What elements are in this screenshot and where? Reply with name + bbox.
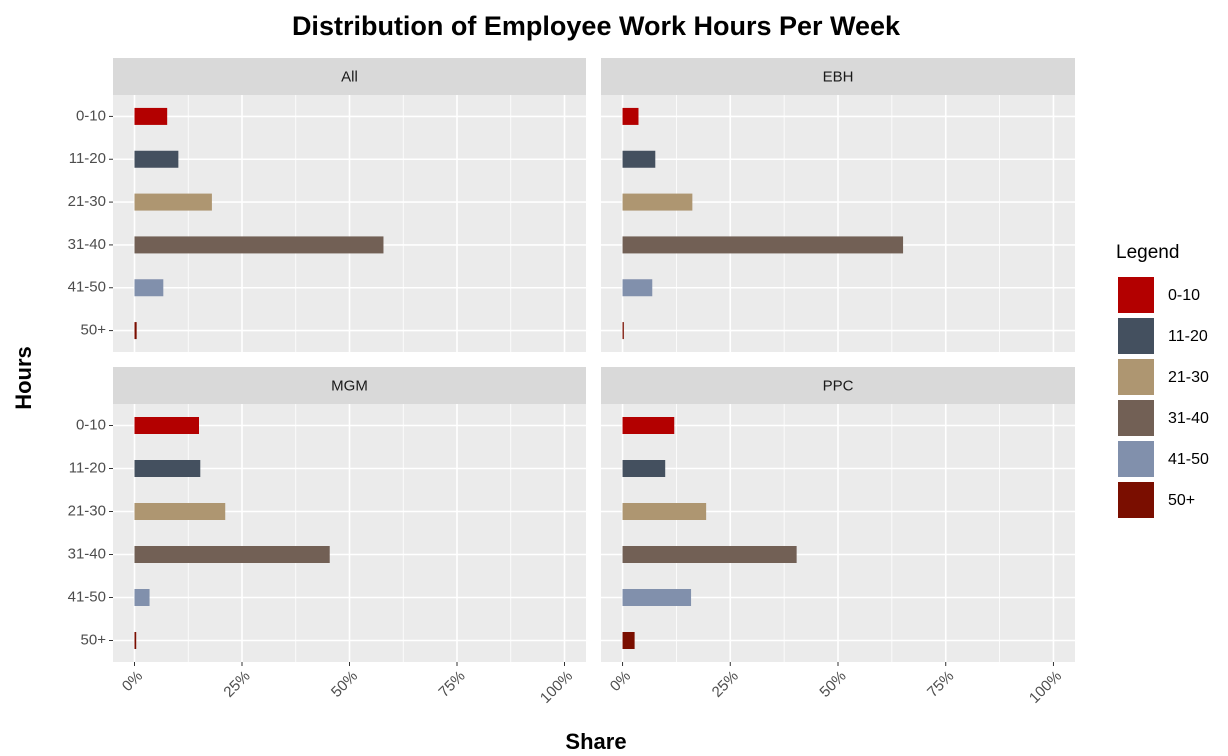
bar <box>622 417 675 434</box>
strip-label: EBH <box>823 68 854 85</box>
y-tick-label: 11-20 <box>69 459 106 476</box>
bar <box>134 546 330 563</box>
bar <box>134 150 179 168</box>
strip <box>601 367 1075 404</box>
bar <box>134 460 201 477</box>
bar <box>134 589 150 606</box>
bar <box>622 193 693 211</box>
x-tick-label: 25% <box>220 668 253 701</box>
y-tick-label: 50+ <box>81 631 107 648</box>
bar <box>622 150 656 168</box>
bar <box>134 632 137 649</box>
y-tick-label: 0-10 <box>76 107 106 124</box>
x-tick-label: 75% <box>435 668 468 701</box>
legend-label: 31-40 <box>1168 410 1209 427</box>
x-tick-label: 100% <box>1026 668 1065 707</box>
bar <box>622 503 707 520</box>
y-tick-label: 21-30 <box>68 193 106 210</box>
legend-label: 11-20 <box>1168 328 1208 345</box>
bar <box>622 107 639 125</box>
legend-key <box>1116 357 1156 397</box>
bar <box>622 546 797 563</box>
x-tick-label: 75% <box>924 668 957 701</box>
strip <box>113 367 586 404</box>
legend-key <box>1116 275 1156 315</box>
y-tick-label: 41-50 <box>68 588 106 605</box>
strip <box>113 58 586 95</box>
bar <box>134 193 212 211</box>
bar <box>134 322 137 340</box>
bar <box>622 322 624 340</box>
strip-label: PPC <box>823 377 854 394</box>
legend-key <box>1116 398 1156 438</box>
y-tick-label: 41-50 <box>68 279 106 296</box>
x-tick-label: 100% <box>537 668 576 707</box>
legend-label: 0-10 <box>1168 287 1200 304</box>
x-tick-label: 50% <box>328 668 361 701</box>
legend-key <box>1116 316 1156 356</box>
legend-label: 50+ <box>1168 492 1195 509</box>
y-tick-label: 50+ <box>81 322 107 339</box>
legend-label: 21-30 <box>1168 369 1209 386</box>
y-tick-label: 31-40 <box>68 236 106 253</box>
chart-title: Distribution of Employee Work Hours Per … <box>292 11 901 41</box>
bar <box>622 632 635 649</box>
bar <box>622 460 666 477</box>
bar <box>134 236 384 254</box>
bar <box>134 417 199 434</box>
bar <box>622 589 692 606</box>
legend-label: 41-50 <box>1168 451 1209 468</box>
legend-title: Legend <box>1116 242 1179 263</box>
bar <box>622 236 904 254</box>
y-tick-label: 0-10 <box>76 416 106 433</box>
y-tick-label: 31-40 <box>68 545 106 562</box>
legend-key <box>1116 480 1156 520</box>
bar <box>134 503 226 520</box>
x-tick-label: 50% <box>816 668 849 701</box>
strip <box>601 58 1075 95</box>
strip-label: All <box>341 68 358 85</box>
bar <box>134 107 168 125</box>
x-tick-label: 0% <box>119 668 146 695</box>
y-tick-label: 21-30 <box>68 502 106 519</box>
x-tick-label: 25% <box>709 668 742 701</box>
bar <box>622 279 653 297</box>
x-tick-label: 0% <box>607 668 634 695</box>
strip-label: MGM <box>331 377 368 394</box>
y-axis-label: Hours <box>11 346 36 410</box>
x-axis-label: Share <box>565 729 626 754</box>
y-tick-label: 11-20 <box>69 150 106 167</box>
bar <box>134 279 164 297</box>
legend-key <box>1116 439 1156 479</box>
